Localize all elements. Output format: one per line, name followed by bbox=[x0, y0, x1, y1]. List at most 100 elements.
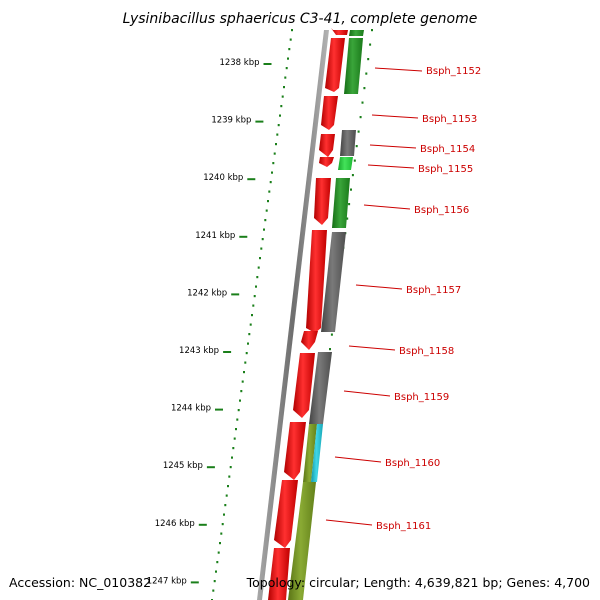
ring-dot bbox=[227, 485, 229, 488]
ring-dot bbox=[255, 285, 257, 288]
ring-dot bbox=[273, 152, 276, 155]
cog-box-1161 bbox=[288, 482, 316, 600]
cog-box-1154 bbox=[340, 130, 356, 156]
ring-dot bbox=[221, 523, 224, 526]
ring-dot bbox=[232, 447, 235, 450]
ring-dot bbox=[253, 295, 256, 298]
ring-dot bbox=[229, 466, 232, 469]
scale-label: 1245 kbp bbox=[163, 461, 203, 471]
ring-dot bbox=[236, 418, 239, 421]
scale-label: 1239 kbp bbox=[211, 116, 251, 126]
gene-labels: Bsph_1152 Bsph_1153 Bsph_1154 Bsph_1155 Bsph… bbox=[325, 66, 481, 532]
ring-dot bbox=[288, 48, 291, 51]
ring-dot bbox=[251, 314, 253, 317]
scale-label: 1243 kbp bbox=[179, 346, 219, 356]
ring-dot bbox=[275, 143, 277, 146]
gene-pointer-line bbox=[355, 284, 403, 290]
gene-arrow-b bbox=[268, 548, 290, 600]
cog-track bbox=[288, 30, 364, 600]
ring-dot bbox=[265, 209, 268, 212]
gene-pointer-line bbox=[348, 345, 396, 351]
ring-dot bbox=[217, 551, 220, 554]
ring-dot bbox=[291, 29, 293, 32]
ring-dot bbox=[289, 38, 292, 41]
ring-dot bbox=[261, 238, 264, 241]
cog-box-top bbox=[349, 30, 364, 36]
gene-label[interactable]: Bsph_1159 bbox=[394, 392, 449, 403]
scale-label: 1246 kbp bbox=[155, 519, 195, 529]
cog-box-1156 bbox=[332, 178, 350, 228]
gene-arrow-1154 bbox=[319, 134, 335, 157]
ring-dot bbox=[239, 399, 241, 402]
ring-dot bbox=[256, 276, 259, 279]
gene-pointer-line bbox=[325, 519, 373, 526]
ring-dot bbox=[225, 494, 228, 497]
ring-dot bbox=[355, 145, 358, 148]
ring-dot bbox=[223, 513, 225, 516]
ring-dot bbox=[268, 190, 271, 193]
gene-label[interactable]: Bsph_1152 bbox=[426, 66, 481, 77]
ring-dot bbox=[240, 390, 243, 393]
gene-arrow-1157 bbox=[306, 230, 327, 333]
gene-label[interactable]: Bsph_1160 bbox=[385, 458, 440, 469]
ring-dot bbox=[277, 124, 280, 127]
gene-arrow-1161 bbox=[274, 480, 298, 548]
gene-pointer-line bbox=[374, 67, 423, 72]
gene-pointer-line bbox=[367, 164, 415, 169]
gene-pointer-line bbox=[363, 204, 411, 210]
forward-strand-track bbox=[268, 28, 348, 600]
ring-dot bbox=[284, 76, 287, 79]
gene-pointer-line bbox=[334, 456, 382, 463]
ring-dot bbox=[353, 159, 356, 162]
ring-dot bbox=[271, 171, 273, 174]
ring-dot bbox=[272, 162, 275, 165]
ring-dot bbox=[248, 333, 251, 336]
scale-label: 1244 kbp bbox=[171, 404, 211, 414]
cog-box-1157 bbox=[321, 232, 346, 332]
ring-dot bbox=[363, 87, 366, 90]
gene-arrow-1158 bbox=[301, 331, 318, 350]
ring-dot bbox=[224, 504, 227, 507]
gene-label[interactable]: Bsph_1161 bbox=[376, 521, 431, 532]
cog-box-1155 bbox=[338, 157, 353, 170]
ring-dot bbox=[244, 361, 247, 364]
ring-dot bbox=[365, 72, 368, 75]
ring-dot bbox=[263, 228, 265, 231]
ring-dot bbox=[276, 133, 279, 136]
ring-dot bbox=[249, 323, 252, 326]
ring-dot bbox=[346, 217, 349, 220]
gene-label[interactable]: Bsph_1155 bbox=[418, 164, 473, 175]
gene-pointer-line bbox=[369, 144, 417, 149]
ring-dot bbox=[245, 352, 248, 355]
ring-dot bbox=[269, 181, 272, 184]
ring-dot bbox=[228, 475, 231, 478]
gene-label[interactable]: Bsph_1158 bbox=[399, 346, 454, 357]
ring-dot bbox=[350, 188, 352, 191]
ring-dot bbox=[233, 437, 236, 440]
ring-dot bbox=[257, 266, 260, 269]
ring-dot bbox=[220, 532, 223, 535]
ring-dot bbox=[283, 86, 285, 89]
cog-box-1159 bbox=[309, 352, 332, 424]
gene-label[interactable]: Bsph_1156 bbox=[414, 205, 469, 216]
ring-dot bbox=[371, 29, 373, 32]
gene-arrow-1159 bbox=[293, 353, 315, 418]
gene-label[interactable]: Bsph_1157 bbox=[406, 285, 461, 296]
ring-dot bbox=[357, 130, 360, 133]
ring-dot bbox=[285, 67, 288, 70]
scale-label: 1238 kbp bbox=[219, 58, 259, 68]
cog-box-1160a bbox=[303, 424, 317, 482]
gene-label[interactable]: Bsph_1153 bbox=[422, 114, 477, 125]
scale-label: 1242 kbp bbox=[187, 288, 227, 298]
ring-dot bbox=[367, 58, 370, 61]
ring-dot bbox=[330, 333, 333, 336]
ring-dot bbox=[219, 542, 221, 545]
gene-arrow-1156 bbox=[314, 178, 331, 225]
gene-label[interactable]: Bsph_1154 bbox=[420, 144, 475, 155]
ring-dot bbox=[260, 247, 263, 250]
ring-dot bbox=[237, 409, 240, 412]
ring-dot bbox=[231, 456, 233, 459]
ring-dot bbox=[212, 589, 215, 592]
ring-dot bbox=[235, 428, 237, 431]
